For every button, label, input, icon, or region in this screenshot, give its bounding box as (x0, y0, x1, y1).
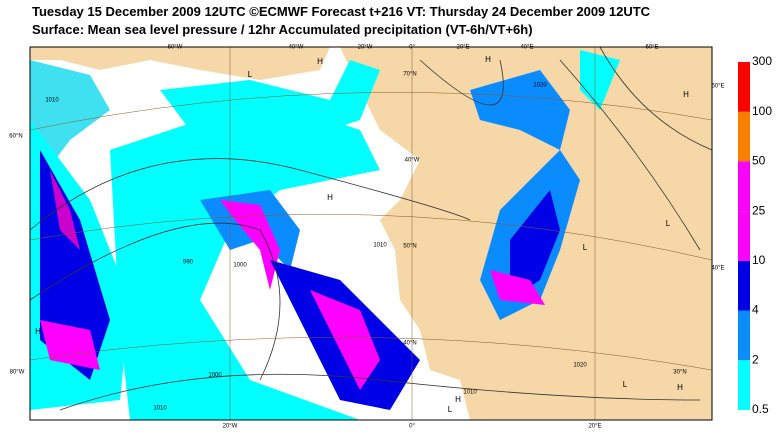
precip (50, 170, 80, 250)
pressure-center: H (35, 327, 41, 336)
pressure-center: L (448, 405, 453, 414)
colorbar-segment (738, 62, 750, 112)
isobar-label: 1000 (208, 373, 222, 379)
grid-label: 70°N (403, 72, 416, 78)
precip (160, 60, 380, 150)
colorbar-label: 25 (752, 203, 766, 217)
grid-label: 40°W (289, 45, 304, 51)
precip (510, 190, 560, 300)
colorbar-segment (738, 260, 750, 311)
pressure-center: H (317, 57, 323, 66)
pressure-center: L (623, 380, 628, 389)
title-line-2: Surface: Mean sea level pressure / 12hr … (32, 22, 533, 37)
grid-label: 40°W (405, 158, 420, 164)
pressure-center: L (666, 219, 671, 228)
graticule (29, 47, 713, 420)
pressure-center: H (677, 383, 683, 392)
colorbar-label: 4 (752, 303, 759, 317)
grid-label: 30°N (673, 370, 686, 376)
grid-label: 20°E (456, 45, 469, 51)
colorbar-label: 50 (752, 154, 766, 168)
map-frame (29, 46, 713, 421)
isobar-label: 1010 (463, 390, 477, 396)
colorbar-label: 100 (752, 104, 772, 118)
colorbar-segment (738, 310, 750, 361)
grid-label: 60°W (168, 45, 183, 51)
isobar-label: 1000 (233, 263, 247, 269)
precip (310, 290, 380, 390)
pressure-center: H (327, 193, 333, 202)
precip (220, 200, 280, 290)
colorbar-segment (738, 360, 750, 410)
grid-label: 40°E (711, 266, 724, 272)
isobar-label: 1020 (533, 83, 547, 89)
isobar-label: 990 (183, 260, 194, 266)
isobar-label: 1010 (373, 243, 387, 249)
isobar-label: 1010 (45, 98, 59, 104)
land (30, 47, 330, 80)
grid-label: 40°N (403, 341, 416, 347)
isobars (29, 46, 713, 411)
pressure-center: L (583, 243, 588, 252)
grid-label: 80°W (10, 370, 25, 376)
colorbar-label: 2 (752, 352, 759, 366)
colorbar-label: 10 (752, 253, 766, 267)
pressure-center: H (683, 90, 689, 99)
precip (40, 320, 100, 370)
colorbar-label: 0.5 (752, 402, 769, 416)
precip (490, 270, 545, 305)
colorbar-segment (738, 161, 750, 212)
isobar-label: 1010 (153, 406, 167, 412)
colorbar-segment (738, 211, 750, 261)
grid-label: 0° (409, 45, 415, 51)
map-area (29, 46, 713, 421)
colorbar-label: 300 (752, 54, 772, 68)
grid-label: 60°E (711, 84, 724, 90)
grid-label: 20°E (588, 424, 601, 430)
title-line-1: Tuesday 15 December 2009 12UTC ©ECMWF Fo… (32, 4, 651, 19)
grid-label: 20°W (223, 424, 238, 430)
precip (470, 70, 570, 150)
grid-label: 60°E (645, 45, 658, 51)
grid-label: 40°E (520, 45, 533, 51)
pressure-center: H (455, 395, 461, 404)
pressure-center: L (248, 70, 253, 79)
precip (110, 110, 380, 420)
grid-label: 0° (409, 424, 415, 430)
grid-label: 20°W (358, 45, 373, 51)
grid-label: 50°N (403, 244, 416, 250)
grid-label: 60°N (9, 134, 22, 140)
isobar-label: 1020 (573, 363, 587, 369)
pressure-center: H (485, 55, 491, 64)
colorbar-segment (738, 111, 750, 162)
